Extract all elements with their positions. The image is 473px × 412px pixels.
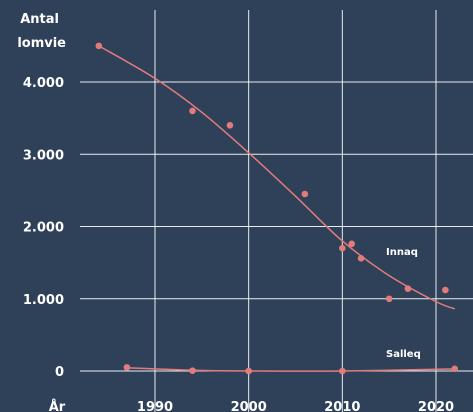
data-point-innaq: [95, 42, 103, 50]
data-point-salleq: [245, 367, 252, 375]
data-point-innaq: [348, 240, 356, 248]
y-axis-title-line-1: Antal: [20, 12, 59, 27]
x-tick-label: 2020: [418, 400, 454, 412]
data-point-salleq: [189, 367, 196, 374]
data-point-innaq: [226, 122, 234, 129]
x-axis-title: År: [49, 399, 66, 412]
series-label-salleq: Salleq: [386, 349, 421, 360]
y-tick-label: 0: [55, 365, 64, 380]
y-tick-label: 3.000: [23, 148, 64, 163]
data-series: [95, 42, 459, 375]
y-axis-title-line-2: lomvie: [17, 36, 66, 51]
y-axis-tick-labels: 0 1.000 2.000 3.000 4.000: [23, 76, 64, 380]
trend-line-innaq: [98, 45, 456, 310]
x-tick-label: 1990: [137, 400, 173, 412]
data-point-innaq: [404, 285, 412, 292]
data-point-innaq: [357, 254, 365, 262]
series-salleq: [123, 364, 459, 375]
y-tick-label: 1.000: [23, 293, 64, 308]
data-point-innaq: [385, 295, 393, 303]
x-tick-label: 2010: [324, 400, 360, 412]
data-point-innaq: [301, 190, 309, 198]
trend-line-salleq: [126, 366, 455, 372]
data-point-innaq: [339, 244, 346, 252]
data-point-innaq: [442, 286, 449, 294]
data-point-salleq: [451, 365, 459, 373]
y-tick-label: 4.000: [23, 76, 64, 91]
series-label-innaq: Innaq: [386, 247, 418, 258]
x-tick-label: 2000: [231, 400, 267, 412]
series-innaq: [95, 42, 456, 310]
x-axis-tick-labels: 1990 2000 2010 2020: [137, 400, 454, 412]
data-point-innaq: [189, 107, 196, 115]
data-point-salleq: [123, 364, 131, 371]
y-tick-label: 2.000: [23, 221, 64, 236]
data-point-salleq: [339, 367, 346, 375]
